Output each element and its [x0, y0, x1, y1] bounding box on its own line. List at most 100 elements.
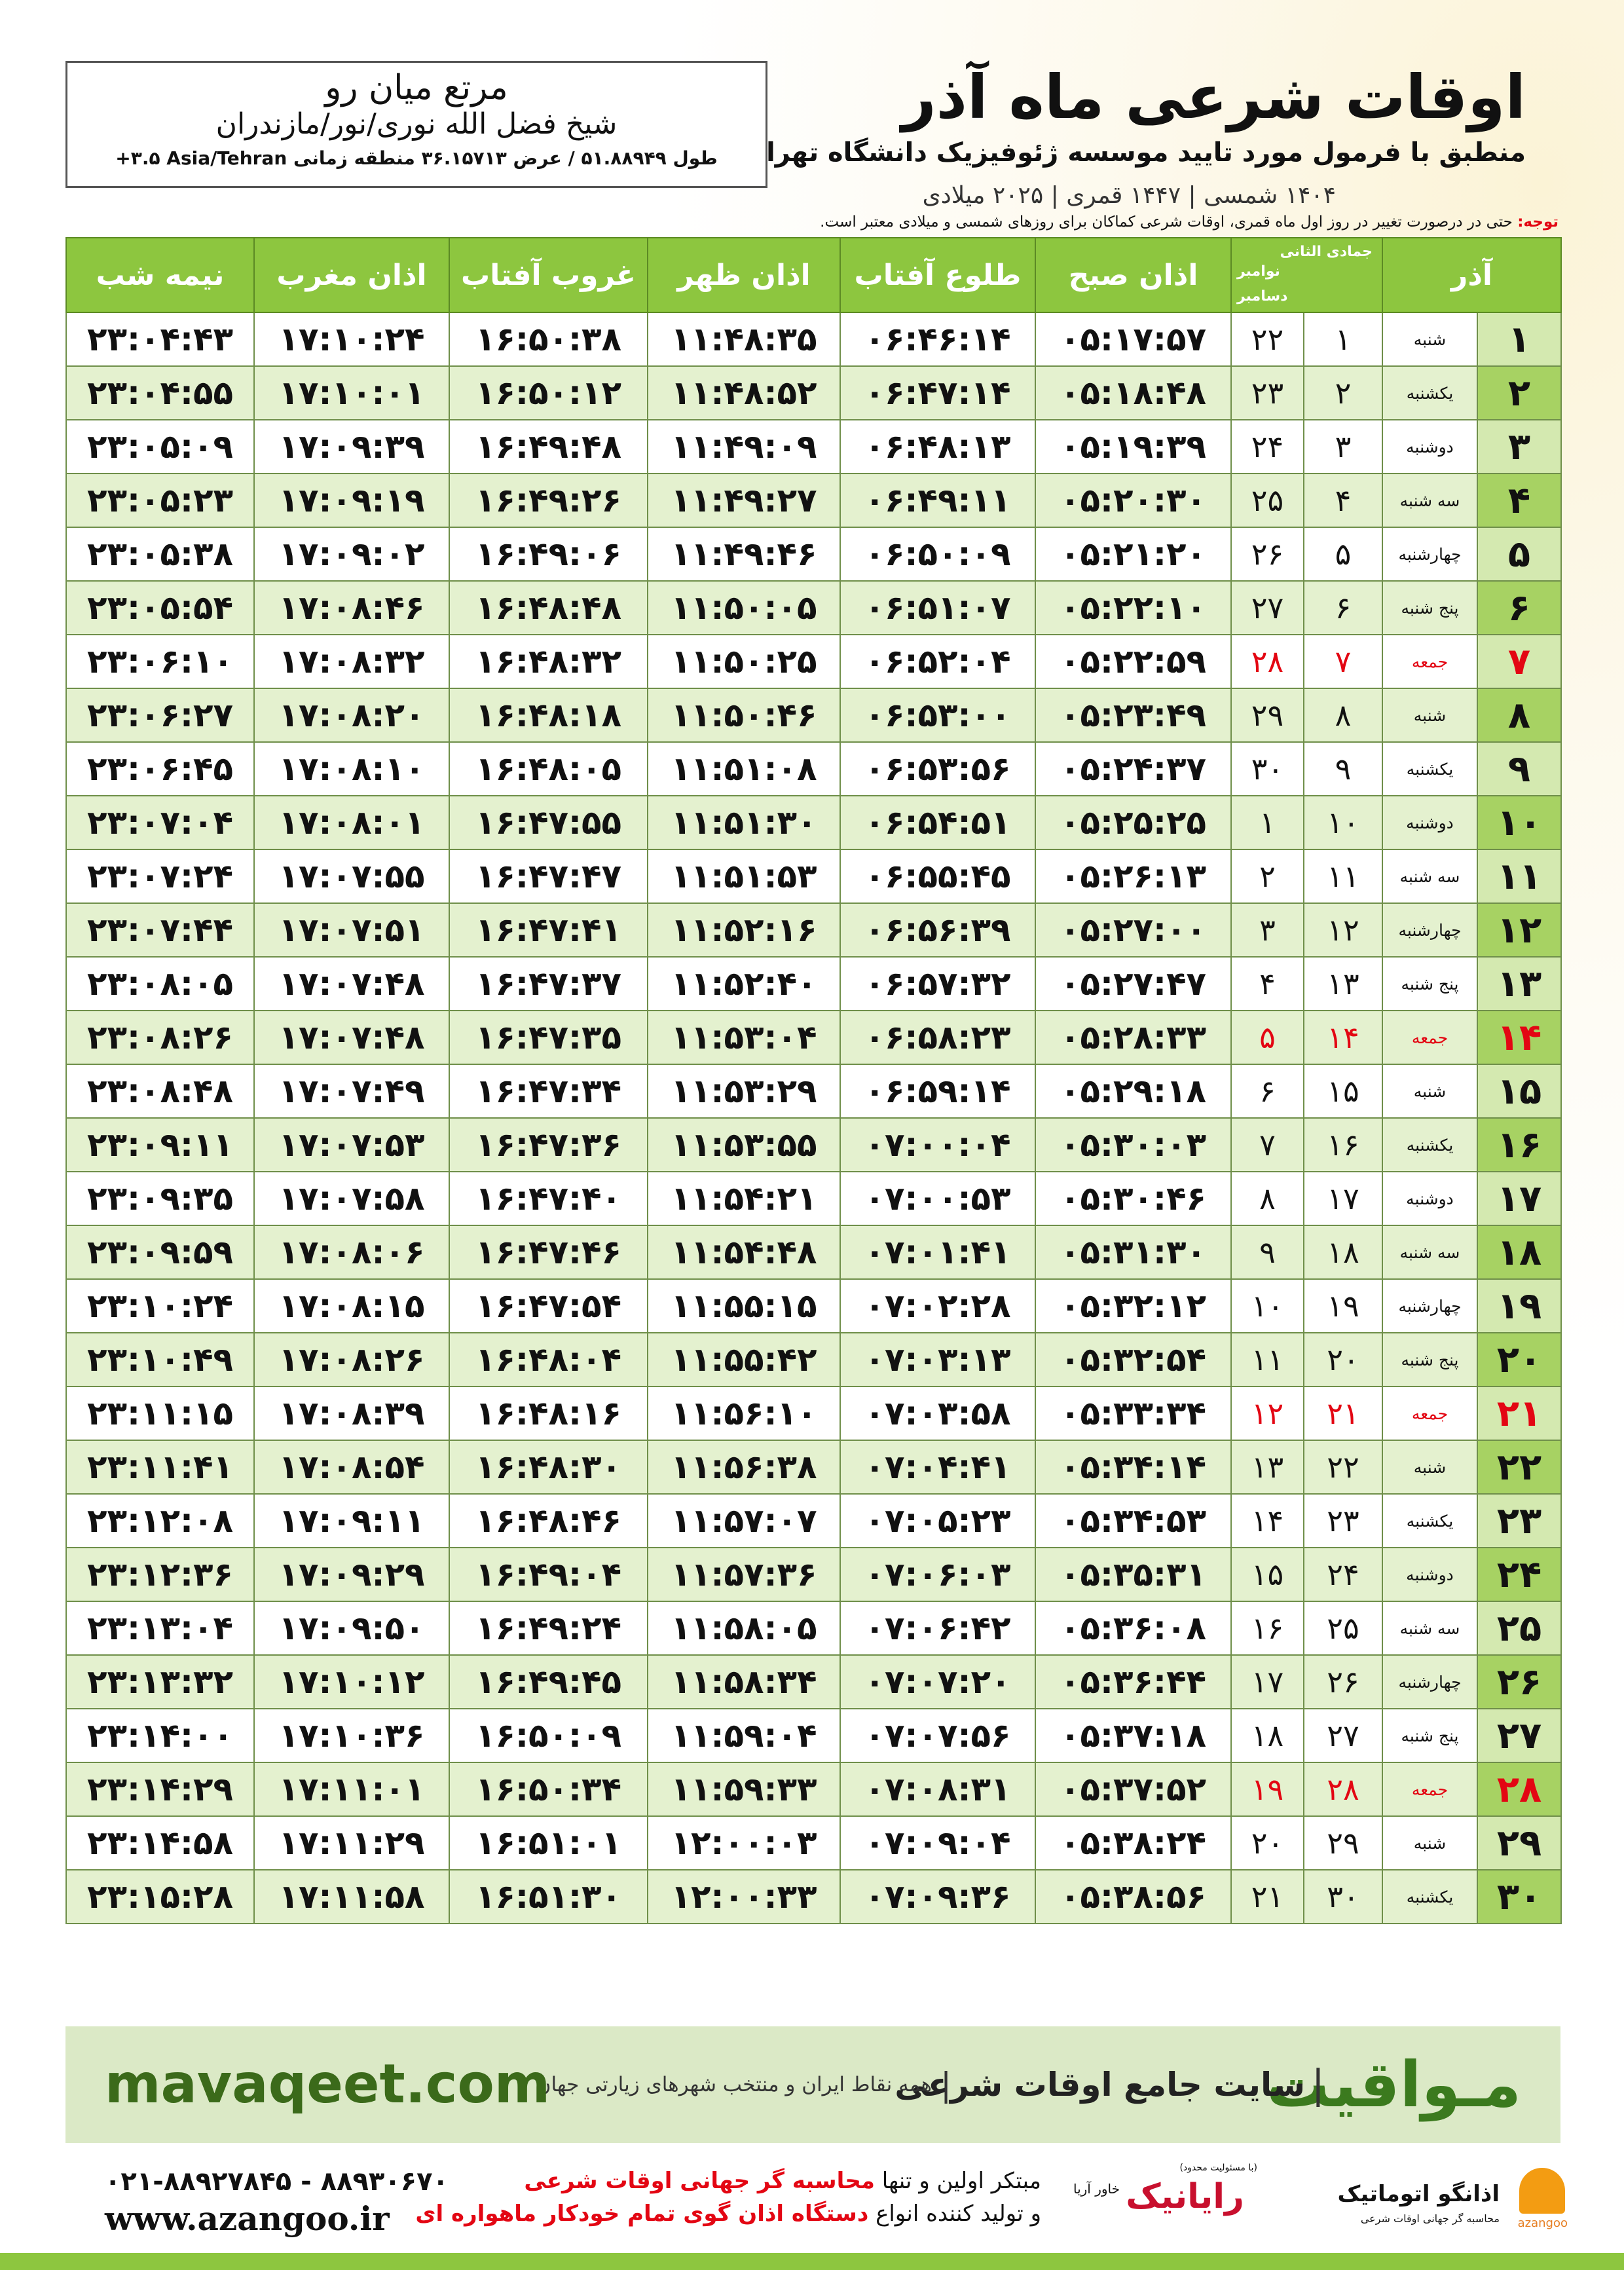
table-row: ۱۳ پنج شنبه ۱۳ ۴ ۰۵:۲۷:۴۷ ۰۶:۵۷:۳۲ ۱۱:۵۲:۴۰ ۱۶:… — [65, 956, 1562, 1011]
hijri-day: ۲۳ — [1303, 1493, 1383, 1548]
time: ۱۶:۴۸:۱۶ — [449, 1386, 648, 1441]
time: ۰۵:۲۹:۱۸ — [1035, 1064, 1232, 1119]
day: ۲۰ — [1477, 1332, 1562, 1387]
hijri-day: ۱۶ — [1303, 1117, 1383, 1172]
time: ۰۵:۲۲:۵۹ — [1035, 634, 1232, 689]
weekday: پنج شنبه — [1382, 580, 1478, 635]
time: ۱۶:۴۸:۴۶ — [449, 1493, 648, 1548]
table-row: ۱۹ چهارشنبه ۱۹ ۱۰ ۰۵:۳۲:۱۲ ۰۷:۰۲:۲۸ ۱۱:۵۵:۱۵ ۱۶… — [65, 1278, 1562, 1333]
time: ۲۳:۰۸:۲۶ — [65, 1010, 255, 1065]
location-box: مرتع میان رو شیخ فضل الله نوری/نور/مازند… — [65, 61, 767, 188]
table-row: ۲۴ دوشنبه ۲۴ ۱۵ ۰۵:۳۵:۳۱ ۰۷:۰۶:۰۳ ۱۱:۵۷:۳۶ ۱۶:۴… — [65, 1547, 1562, 1602]
time: ۰۶:۵۹:۱۴ — [840, 1064, 1036, 1119]
time: ۰۶:۴۸:۱۳ — [840, 419, 1036, 474]
time: ۱۶:۴۹:۲۴ — [449, 1601, 648, 1656]
banner-website[interactable]: mavaqeet.com — [105, 2053, 551, 2115]
time: ۲۳:۱۰:۴۹ — [65, 1332, 255, 1387]
time: ۲۳:۱۴:۵۸ — [65, 1815, 255, 1870]
time: ۱۶:۴۷:۴۷ — [449, 849, 648, 904]
time: ۱۷:۰۷:۵۵ — [253, 849, 450, 904]
day: ۱۵ — [1477, 1064, 1562, 1119]
time: ۲۳:۱۱:۱۵ — [65, 1386, 255, 1441]
header-day: آذر — [1382, 237, 1562, 313]
footer: ۰۲۱-۸۸۹۲۷۸۴۵ - ۸۸۹۳۰۶۷۰ www.azangoo.ir م… — [0, 2161, 1624, 2240]
time: ۱۱:۵۸:۳۴ — [647, 1654, 841, 1709]
separator: | — [940, 2066, 951, 2104]
time: ۰۵:۲۷:۰۰ — [1035, 902, 1232, 958]
time: ۰۵:۳۷:۱۸ — [1035, 1708, 1232, 1763]
table-row: ۱۶ یکشنبه ۱۶ ۷ ۰۵:۳۰:۰۳ ۰۷:۰۰:۰۴ ۱۱:۵۳:۵۵ ۱۶:۴۷… — [65, 1117, 1562, 1172]
time: ۱۱:۵۸:۰۵ — [647, 1601, 841, 1656]
time: ۲۳:۰۵:۵۴ — [65, 580, 255, 635]
time: ۱۲:۰۰:۰۳ — [647, 1815, 841, 1870]
table-row: ۱۷ دوشنبه ۱۷ ۸ ۰۵:۳۰:۴۶ ۰۷:۰۰:۵۳ ۱۱:۵۴:۲۱ ۱۶:۴۷… — [65, 1171, 1562, 1226]
time: ۱۷:۰۸:۲۶ — [253, 1332, 450, 1387]
time: ۲۳:۱۰:۲۴ — [65, 1278, 255, 1333]
weekday: سه شنبه — [1382, 1601, 1478, 1656]
footer-website[interactable]: www.azangoo.ir — [105, 2199, 390, 2238]
hijri-day: ۹ — [1303, 741, 1383, 796]
table-row: ۸ شنبه ۸ ۲۹ ۰۵:۲۳:۴۹ ۰۶:۵۳:۰۰ ۱۱:۵۰:۴۶ ۱۶:۴۸:۱۸… — [65, 688, 1562, 743]
time: ۱۱:۵۳:۵۵ — [647, 1117, 841, 1172]
footer-highlight: دستگاه اذان گوی تمام خودکار ماهواره ای — [415, 2201, 869, 2227]
day: ۱۷ — [1477, 1171, 1562, 1226]
time: ۱۷:۰۸:۱۰ — [253, 741, 450, 796]
time: ۰۶:۵۱:۰۷ — [840, 580, 1036, 635]
time: ۱۶:۴۷:۴۰ — [449, 1171, 648, 1226]
time: ۲۳:۱۳:۰۴ — [65, 1601, 255, 1656]
day: ۳ — [1477, 419, 1562, 474]
hijri-day: ۶ — [1303, 580, 1383, 635]
time: ۰۵:۳۳:۳۴ — [1035, 1386, 1232, 1441]
time: ۱۱:۴۹:۴۶ — [647, 527, 841, 582]
time: ۲۳:۰۸:۰۵ — [65, 956, 255, 1011]
footer-highlight: محاسبه گر جهانی اوقات شرعی — [524, 2168, 875, 2194]
weekday: جمعه — [1382, 1386, 1478, 1441]
table-row: ۲۳ یکشنبه ۲۳ ۱۴ ۰۵:۳۴:۵۳ ۰۷:۰۵:۲۳ ۱۱:۵۷:۰۷ ۱۶:۴… — [65, 1493, 1562, 1548]
hijri-day: ۲۷ — [1303, 1708, 1383, 1763]
time: ۰۵:۳۷:۵۲ — [1035, 1762, 1232, 1817]
time: ۰۷:۰۷:۵۶ — [840, 1708, 1036, 1763]
weekday: پنج شنبه — [1382, 1708, 1478, 1763]
day: ۱ — [1477, 312, 1562, 367]
time: ۱۶:۴۸:۴۸ — [449, 580, 648, 635]
weekday: جمعه — [1382, 1762, 1478, 1817]
hijri-day: ۲ — [1303, 365, 1383, 420]
gregorian-day: ۲۳ — [1230, 365, 1304, 420]
hijri-day: ۱۲ — [1303, 902, 1383, 958]
time: ۲۳:۰۷:۲۴ — [65, 849, 255, 904]
table-row: ۲۹ شنبه ۲۹ ۲۰ ۰۵:۳۸:۲۴ ۰۷:۰۹:۰۴ ۱۲:۰۰:۰۳ ۱۶:۵۱:… — [65, 1815, 1562, 1870]
time: ۰۶:۵۵:۴۵ — [840, 849, 1036, 904]
time: ۱۶:۵۰:۳۸ — [449, 312, 648, 367]
hijri-day: ۱۳ — [1303, 956, 1383, 1011]
weekday: یکشنبه — [1382, 1117, 1478, 1172]
time: ۲۳:۱۲:۰۸ — [65, 1493, 255, 1548]
banner-coverage: همه نقاط ایران و منتخب شهرهای زیارتی جها… — [536, 2073, 932, 2096]
time: ۰۵:۱۷:۵۷ — [1035, 312, 1232, 367]
time: ۰۶:۵۴:۵۱ — [840, 795, 1036, 850]
gregorian-day: ۸ — [1230, 1171, 1304, 1226]
time: ۰۷:۰۰:۰۴ — [840, 1117, 1036, 1172]
time: ۱۷:۰۸:۰۶ — [253, 1225, 450, 1280]
footer-line2: و تولید کننده انواع دستگاه اذان گوی تمام… — [415, 2201, 1041, 2227]
header-gregorian-second: دسامبر — [1237, 288, 1288, 305]
table-row: ۹ یکشنبه ۹ ۳۰ ۰۵:۲۴:۳۷ ۰۶:۵۳:۵۶ ۱۱:۵۱:۰۸ ۱۶:۴۸:… — [65, 741, 1562, 796]
gregorian-day: ۱۴ — [1230, 1493, 1304, 1548]
weekday: یکشنبه — [1382, 365, 1478, 420]
table-row: ۱۸ سه شنبه ۱۸ ۹ ۰۵:۳۱:۳۰ ۰۷:۰۱:۴۱ ۱۱:۵۴:۴۸ ۱۶:۴… — [65, 1225, 1562, 1280]
hijri-day: ۱۴ — [1303, 1010, 1383, 1065]
hijri-day: ۲۲ — [1303, 1440, 1383, 1495]
time: ۰۵:۲۸:۳۳ — [1035, 1010, 1232, 1065]
time: ۰۶:۴۹:۱۱ — [840, 473, 1036, 528]
table-row: ۲۲ شنبه ۲۲ ۱۳ ۰۵:۳۴:۱۴ ۰۷:۰۴:۴۱ ۱۱:۵۶:۳۸ ۱۶:۴۸:… — [65, 1440, 1562, 1495]
table-row: ۱۱ سه شنبه ۱۱ ۲ ۰۵:۲۶:۱۳ ۰۶:۵۵:۴۵ ۱۱:۵۱:۵۳ ۱۶:۴… — [65, 849, 1562, 904]
time: ۰۷:۰۵:۲۳ — [840, 1493, 1036, 1548]
gregorian-day: ۱۰ — [1230, 1278, 1304, 1333]
gregorian-day: ۲۷ — [1230, 580, 1304, 635]
hijri-day: ۲۵ — [1303, 1601, 1383, 1656]
time: ۲۳:۰۶:۲۷ — [65, 688, 255, 743]
time: ۱۶:۴۷:۳۵ — [449, 1010, 648, 1065]
time: ۲۳:۰۷:۰۴ — [65, 795, 255, 850]
time: ۰۵:۲۷:۴۷ — [1035, 956, 1232, 1011]
time: ۱۷:۰۸:۴۶ — [253, 580, 450, 635]
